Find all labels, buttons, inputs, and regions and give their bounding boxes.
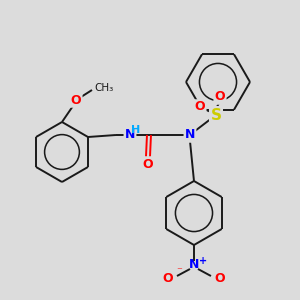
- Text: S: S: [211, 107, 221, 122]
- Text: N: N: [125, 128, 135, 142]
- Text: N: N: [189, 259, 199, 272]
- Text: O: O: [195, 100, 205, 113]
- Text: O: O: [215, 272, 225, 286]
- Text: O: O: [163, 272, 173, 286]
- Text: CH₃: CH₃: [94, 83, 113, 93]
- Text: +: +: [199, 256, 207, 266]
- Text: ⁻: ⁻: [176, 266, 182, 276]
- Text: O: O: [143, 158, 153, 170]
- Text: H: H: [131, 125, 141, 135]
- Text: O: O: [71, 94, 81, 106]
- Text: O: O: [215, 91, 225, 103]
- Text: N: N: [185, 128, 195, 142]
